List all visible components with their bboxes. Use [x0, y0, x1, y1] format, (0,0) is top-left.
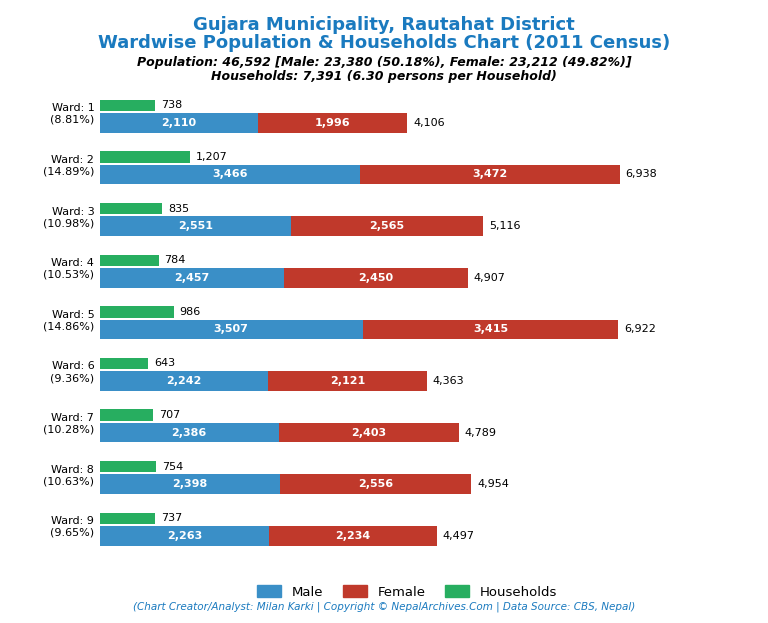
Bar: [100, 203, 162, 214]
Bar: [100, 513, 155, 524]
Bar: [100, 526, 270, 546]
Bar: [100, 358, 148, 369]
Text: 707: 707: [159, 410, 180, 420]
Text: 2,234: 2,234: [336, 531, 371, 541]
Text: 2,263: 2,263: [167, 531, 202, 541]
Legend: Male, Female, Households: Male, Female, Households: [252, 580, 562, 604]
Text: 2,565: 2,565: [369, 221, 405, 231]
Text: 3,415: 3,415: [473, 325, 508, 335]
Text: 2,110: 2,110: [161, 118, 197, 128]
Text: 2,403: 2,403: [351, 427, 386, 438]
Text: 2,556: 2,556: [358, 479, 393, 489]
Bar: [284, 268, 468, 288]
Text: 4,907: 4,907: [474, 273, 505, 283]
Text: 738: 738: [161, 100, 182, 110]
Bar: [100, 164, 359, 184]
Text: 1,207: 1,207: [197, 152, 228, 162]
Bar: [279, 423, 458, 442]
Text: 2,121: 2,121: [329, 376, 365, 386]
Bar: [359, 164, 620, 184]
Text: 2,551: 2,551: [178, 221, 213, 231]
Bar: [268, 371, 427, 391]
Text: 754: 754: [162, 462, 184, 472]
Text: Gujara Municipality, Rautahat District: Gujara Municipality, Rautahat District: [193, 16, 575, 34]
Text: 2,457: 2,457: [174, 273, 210, 283]
Text: 4,106: 4,106: [413, 118, 445, 128]
Text: 5,116: 5,116: [489, 221, 521, 231]
Text: 3,466: 3,466: [212, 169, 247, 179]
Text: 784: 784: [164, 255, 186, 265]
Text: 6,922: 6,922: [624, 325, 657, 335]
Text: Households: 7,391 (6.30 persons per Household): Households: 7,391 (6.30 persons per Hous…: [211, 70, 557, 83]
Text: 4,954: 4,954: [477, 479, 509, 489]
Text: 3,507: 3,507: [214, 325, 249, 335]
Text: Wardwise Population & Households Chart (2011 Census): Wardwise Population & Households Chart (…: [98, 34, 670, 52]
Text: 643: 643: [154, 358, 175, 368]
Text: 835: 835: [168, 204, 190, 214]
Text: (Chart Creator/Analyst: Milan Karki | Copyright © NepalArchives.Com | Data Sourc: (Chart Creator/Analyst: Milan Karki | Co…: [133, 601, 635, 612]
Text: 6,938: 6,938: [626, 169, 657, 179]
Bar: [100, 100, 155, 111]
Bar: [100, 151, 190, 163]
Bar: [100, 268, 284, 288]
Bar: [100, 113, 258, 133]
Bar: [258, 113, 408, 133]
Bar: [100, 409, 153, 421]
Bar: [100, 475, 280, 494]
Bar: [280, 475, 471, 494]
Text: 3,472: 3,472: [472, 169, 507, 179]
Bar: [270, 526, 437, 546]
Text: 2,242: 2,242: [166, 376, 201, 386]
Bar: [100, 320, 362, 339]
Bar: [100, 255, 158, 266]
Bar: [100, 423, 279, 442]
Text: 737: 737: [161, 513, 182, 523]
Bar: [362, 320, 618, 339]
Bar: [100, 216, 291, 236]
Text: 2,386: 2,386: [171, 427, 207, 438]
Bar: [100, 371, 268, 391]
Text: 1,996: 1,996: [315, 118, 350, 128]
Bar: [100, 461, 157, 472]
Text: 4,497: 4,497: [443, 531, 475, 541]
Bar: [291, 216, 483, 236]
Text: 4,789: 4,789: [465, 427, 497, 438]
Text: 2,450: 2,450: [358, 273, 393, 283]
Text: 2,398: 2,398: [172, 479, 207, 489]
Text: 4,363: 4,363: [432, 376, 465, 386]
Text: 986: 986: [180, 307, 201, 317]
Text: Population: 46,592 [Male: 23,380 (50.18%), Female: 23,212 (49.82%)]: Population: 46,592 [Male: 23,380 (50.18%…: [137, 56, 631, 69]
Bar: [100, 306, 174, 318]
